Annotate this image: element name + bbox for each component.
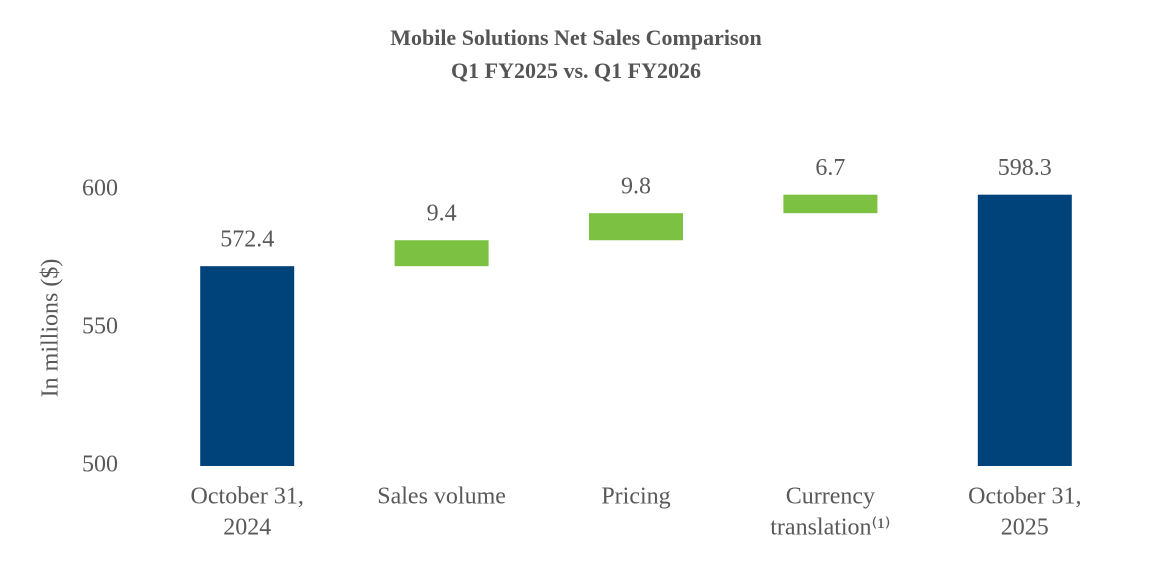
y-tick-label: 500	[82, 452, 118, 478]
x-tick-label: translation⁽¹⁾	[770, 515, 890, 541]
x-tick-label: Pricing	[601, 484, 670, 510]
bar	[589, 213, 683, 241]
y-tick-label: 600	[82, 176, 118, 202]
value-label: 598.3	[998, 155, 1052, 181]
bar	[394, 240, 489, 267]
chart-subtitle: Q1 FY2025 vs. Q1 FY2026	[451, 58, 701, 83]
x-tick-label: October 31,	[968, 484, 1081, 510]
x-tick-label: Sales volume	[377, 484, 506, 510]
value-label: 9.8	[621, 174, 651, 200]
x-tick-label: Currency	[786, 484, 875, 510]
y-axis-label: In millions ($)	[38, 259, 64, 398]
x-tick-label: October 31,	[191, 484, 304, 510]
chart-title: Mobile Solutions Net Sales Comparison	[390, 25, 762, 50]
value-label: 6.7	[815, 155, 845, 181]
y-tick-label: 550	[82, 314, 118, 340]
value-label: 9.4	[427, 201, 457, 227]
x-tick-label: 2024	[223, 515, 271, 541]
bar	[200, 266, 295, 466]
x-tick-label: 2025	[1001, 515, 1049, 541]
value-label: 572.4	[220, 227, 274, 253]
bar	[783, 194, 878, 214]
bar	[977, 194, 1072, 466]
